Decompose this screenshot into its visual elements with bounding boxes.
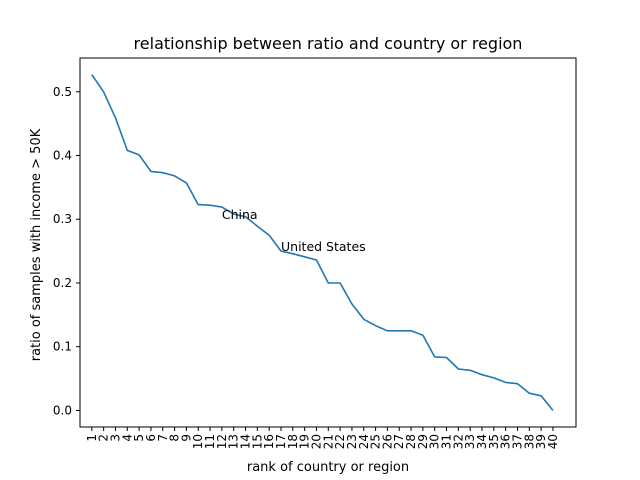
y-tick-label: 0.4 xyxy=(53,149,72,163)
x-tick-label: 23 xyxy=(345,434,359,449)
x-tick-label: 28 xyxy=(404,434,418,449)
x-tick-label: 39 xyxy=(534,434,548,449)
x-tick-label: 15 xyxy=(250,434,264,449)
x-tick-label: 11 xyxy=(203,434,217,449)
x-axis-label: rank of country or region xyxy=(247,460,409,475)
x-tick-label: 3 xyxy=(108,434,122,442)
series-layer xyxy=(91,74,554,411)
y-axis: 0.0 0.1 0.2 0.3 0.4 0.5 xyxy=(53,85,80,417)
x-tick-label: 26 xyxy=(380,434,394,449)
x-tick-label: 19 xyxy=(298,434,312,449)
x-tick-label: 37 xyxy=(510,434,524,449)
x-tick-label: 30 xyxy=(428,434,442,449)
series-line-0 xyxy=(91,74,554,411)
x-tick-label: 35 xyxy=(487,434,501,449)
y-tick-label: 0.5 xyxy=(53,85,72,99)
annotation-label: China xyxy=(222,207,258,222)
x-tick-label: 36 xyxy=(499,434,513,449)
x-tick-label: 24 xyxy=(357,434,371,449)
x-tick-label: 21 xyxy=(321,434,335,449)
y-tick-label: 0.2 xyxy=(53,276,72,290)
annotation-label: United States xyxy=(281,239,366,254)
x-tick-label: 34 xyxy=(475,434,489,449)
x-tick-label: 33 xyxy=(463,434,477,449)
y-tick-label: 0.3 xyxy=(53,212,72,226)
x-tick-label: 16 xyxy=(262,434,276,449)
x-axis: 1234567891011121314151617181920212223242… xyxy=(85,427,560,449)
x-tick-label: 2 xyxy=(97,434,111,442)
x-tick-label: 13 xyxy=(227,434,241,449)
x-tick-label: 18 xyxy=(286,434,300,449)
x-tick-label: 8 xyxy=(168,434,182,442)
x-tick-label: 31 xyxy=(440,434,454,449)
x-tick-label: 7 xyxy=(156,434,170,442)
x-tick-label: 29 xyxy=(416,434,430,449)
x-tick-label: 14 xyxy=(239,434,253,449)
y-tick-label: 0.0 xyxy=(53,403,72,417)
y-axis-label: ratio of samples with income > 50K xyxy=(29,128,44,361)
x-tick-label: 10 xyxy=(191,434,205,449)
chart-title: relationship between ratio and country o… xyxy=(134,34,523,53)
x-tick-label: 9 xyxy=(179,434,193,442)
x-tick-label: 27 xyxy=(392,434,406,449)
x-tick-label: 1 xyxy=(85,434,99,442)
x-tick-label: 12 xyxy=(215,434,229,449)
x-tick-label: 38 xyxy=(522,434,536,449)
y-tick-label: 0.1 xyxy=(53,340,72,354)
annotation-layer: China United States xyxy=(222,207,366,254)
x-tick-label: 17 xyxy=(274,434,288,449)
x-tick-label: 22 xyxy=(333,434,347,449)
x-tick-label: 6 xyxy=(144,434,158,442)
x-tick-label: 5 xyxy=(132,434,146,442)
x-tick-label: 40 xyxy=(546,434,560,449)
x-tick-label: 20 xyxy=(309,434,323,449)
x-tick-label: 32 xyxy=(451,434,465,449)
x-tick-label: 4 xyxy=(120,434,134,442)
x-tick-label: 25 xyxy=(369,434,383,449)
